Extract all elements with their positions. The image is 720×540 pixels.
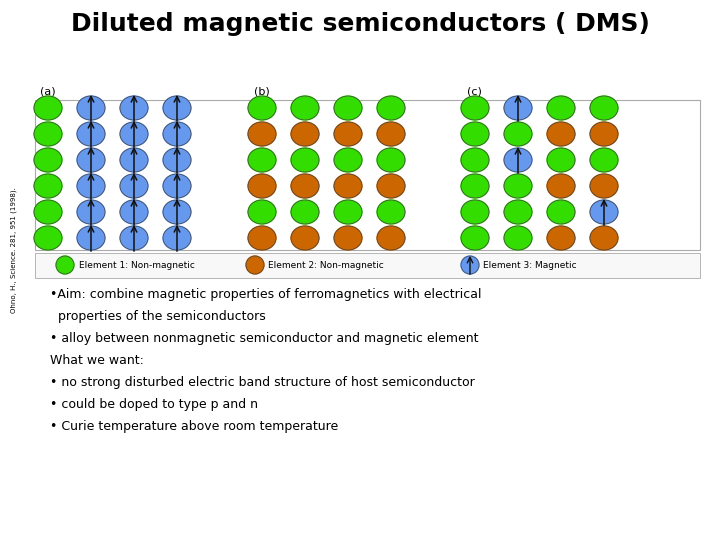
Ellipse shape [590, 200, 618, 224]
Text: • Curie temperature above room temperature: • Curie temperature above room temperatu… [50, 420, 338, 433]
Ellipse shape [590, 148, 618, 172]
Text: (b): (b) [254, 86, 270, 96]
Ellipse shape [77, 174, 105, 198]
Ellipse shape [163, 96, 191, 120]
Ellipse shape [248, 122, 276, 146]
Text: • alloy between nonmagnetic semiconductor and magnetic element: • alloy between nonmagnetic semiconducto… [50, 332, 479, 345]
Ellipse shape [291, 122, 319, 146]
Ellipse shape [461, 174, 489, 198]
Ellipse shape [461, 122, 489, 146]
Ellipse shape [547, 122, 575, 146]
Ellipse shape [461, 226, 489, 250]
Ellipse shape [547, 148, 575, 172]
Ellipse shape [291, 148, 319, 172]
Ellipse shape [248, 174, 276, 198]
Ellipse shape [334, 174, 362, 198]
Ellipse shape [377, 200, 405, 224]
Ellipse shape [120, 174, 148, 198]
Ellipse shape [246, 256, 264, 274]
Ellipse shape [120, 122, 148, 146]
Text: Element 3: Magnetic: Element 3: Magnetic [483, 260, 577, 269]
Text: Ohno, H., Science. 281, 951 (1998).: Ohno, H., Science. 281, 951 (1998). [11, 187, 17, 313]
Ellipse shape [547, 174, 575, 198]
Ellipse shape [163, 122, 191, 146]
Ellipse shape [461, 256, 479, 274]
Ellipse shape [547, 200, 575, 224]
Text: Element 1: Non-magnetic: Element 1: Non-magnetic [79, 260, 195, 269]
Ellipse shape [291, 200, 319, 224]
Ellipse shape [77, 122, 105, 146]
Ellipse shape [547, 96, 575, 120]
Ellipse shape [34, 96, 62, 120]
Text: properties of the semiconductors: properties of the semiconductors [50, 310, 266, 323]
Text: (c): (c) [467, 86, 482, 96]
Text: What we want:: What we want: [50, 354, 144, 367]
Ellipse shape [377, 148, 405, 172]
Ellipse shape [377, 174, 405, 198]
Ellipse shape [56, 256, 74, 274]
Ellipse shape [163, 200, 191, 224]
Text: • could be doped to type p and n: • could be doped to type p and n [50, 398, 258, 411]
Ellipse shape [34, 148, 62, 172]
Ellipse shape [590, 122, 618, 146]
Ellipse shape [377, 122, 405, 146]
Ellipse shape [77, 148, 105, 172]
Text: • no strong disturbed electric band structure of host semiconductor: • no strong disturbed electric band stru… [50, 376, 474, 389]
Ellipse shape [163, 174, 191, 198]
Ellipse shape [248, 148, 276, 172]
Ellipse shape [34, 200, 62, 224]
Bar [35, 253, 700, 278]
Ellipse shape [34, 122, 62, 146]
Text: •Aim: combine magnetic properties of ferromagnetics with electrical: •Aim: combine magnetic properties of fer… [50, 288, 482, 301]
Ellipse shape [504, 96, 532, 120]
Ellipse shape [461, 96, 489, 120]
Ellipse shape [590, 174, 618, 198]
Ellipse shape [377, 96, 405, 120]
Ellipse shape [334, 96, 362, 120]
Ellipse shape [163, 226, 191, 250]
Ellipse shape [334, 122, 362, 146]
Ellipse shape [120, 96, 148, 120]
Ellipse shape [461, 148, 489, 172]
Ellipse shape [248, 200, 276, 224]
Ellipse shape [248, 96, 276, 120]
Ellipse shape [334, 148, 362, 172]
Ellipse shape [77, 226, 105, 250]
Text: Element 2: Non-magnetic: Element 2: Non-magnetic [268, 260, 384, 269]
Ellipse shape [291, 96, 319, 120]
Ellipse shape [77, 200, 105, 224]
Ellipse shape [504, 226, 532, 250]
Ellipse shape [248, 226, 276, 250]
Ellipse shape [120, 226, 148, 250]
Text: Diluted magnetic semiconductors ( DMS): Diluted magnetic semiconductors ( DMS) [71, 12, 649, 36]
Ellipse shape [120, 148, 148, 172]
Text: (a): (a) [40, 86, 55, 96]
Ellipse shape [590, 96, 618, 120]
Ellipse shape [547, 226, 575, 250]
Bar [35, 100, 700, 250]
Ellipse shape [291, 174, 319, 198]
Ellipse shape [504, 200, 532, 224]
Ellipse shape [504, 122, 532, 146]
Ellipse shape [377, 226, 405, 250]
Ellipse shape [334, 200, 362, 224]
Ellipse shape [163, 148, 191, 172]
Ellipse shape [461, 200, 489, 224]
Ellipse shape [504, 148, 532, 172]
Ellipse shape [120, 200, 148, 224]
Ellipse shape [291, 226, 319, 250]
Ellipse shape [77, 96, 105, 120]
Ellipse shape [504, 174, 532, 198]
Ellipse shape [34, 174, 62, 198]
Ellipse shape [590, 226, 618, 250]
Ellipse shape [34, 226, 62, 250]
Ellipse shape [334, 226, 362, 250]
